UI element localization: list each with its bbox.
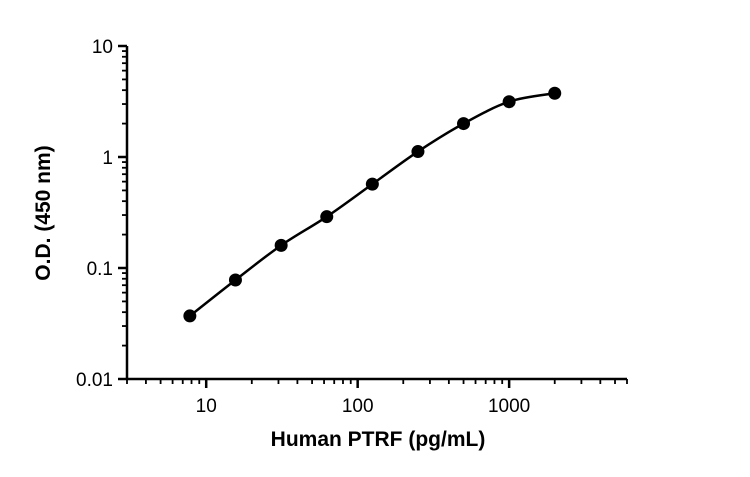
data-point xyxy=(502,95,516,109)
x-tick-label: 1000 xyxy=(488,396,530,417)
x-tick-label: 100 xyxy=(342,396,374,417)
data-point xyxy=(411,145,425,159)
x-ticks: 10 100 1000 xyxy=(126,379,628,417)
data-point xyxy=(274,238,288,252)
y-tick-label: 10 xyxy=(92,37,113,58)
y-axis-title: O.D. (450 nm) xyxy=(32,145,55,280)
y-tick-label: 0.1 xyxy=(87,259,113,280)
fit-curve xyxy=(189,92,555,317)
y-ticks: 0.01 0.1 1 10 xyxy=(76,37,127,391)
data-point xyxy=(548,86,562,100)
data-points xyxy=(183,86,562,323)
data-point xyxy=(365,177,379,191)
x-tick-label: 10 xyxy=(196,396,217,417)
data-point xyxy=(457,117,471,131)
data-point xyxy=(183,309,197,323)
y-tick-label: 0.01 xyxy=(76,370,113,391)
y-tick-label: 1 xyxy=(102,148,113,169)
data-point xyxy=(320,210,334,224)
x-axis-title: Human PTRF (pg/mL) xyxy=(271,428,486,451)
axes: 10 100 1000 0.01 0.1 1 10 xyxy=(76,37,628,417)
data-point xyxy=(228,273,242,287)
